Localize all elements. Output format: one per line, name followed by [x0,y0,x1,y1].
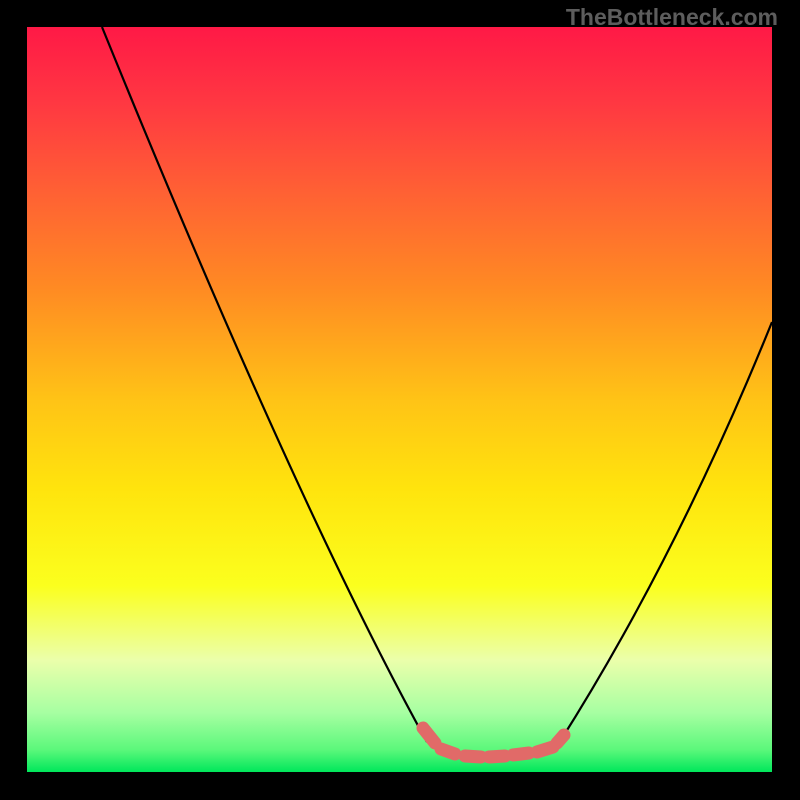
curve-left-branch [102,27,427,742]
bottom-marker-segment [537,747,553,752]
bottom-marker-segment [441,749,455,754]
bottom-marker-segment [489,756,505,757]
bottom-marker-segment [465,756,481,757]
bottom-marker-segment [513,753,529,755]
plot-area [27,27,772,772]
bottom-marker-segment [423,728,435,743]
watermark-text: TheBottleneck.com [566,4,778,31]
chart-frame: TheBottleneck.com [0,0,800,800]
bottom-marker-segment [557,735,564,743]
curve-right-branch [559,322,772,743]
bottom-marker [423,728,564,757]
bottleneck-curve [27,27,772,772]
